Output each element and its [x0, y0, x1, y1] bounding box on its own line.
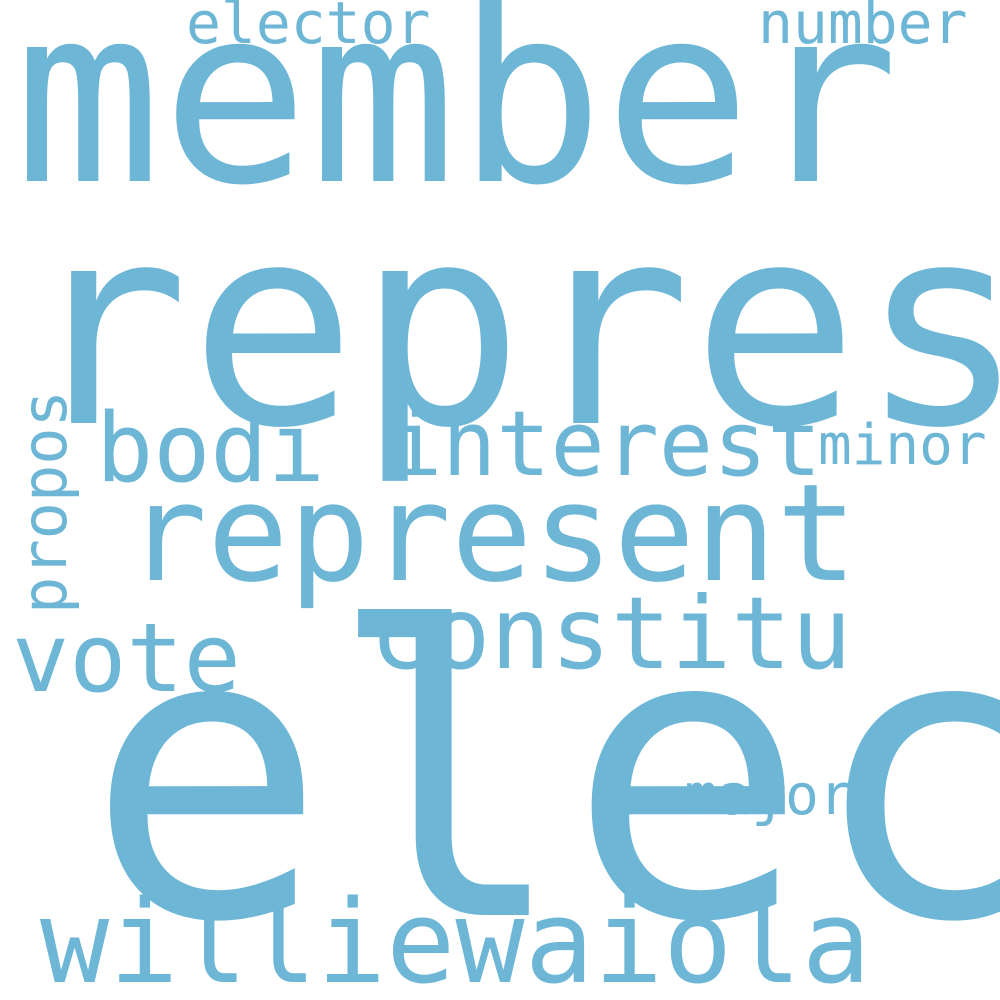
word-member: member: [14, 0, 900, 239]
word-williewaiola: williewaiola: [40, 876, 871, 1000]
word-vote: vote: [12, 604, 241, 714]
word-minor: minor: [818, 413, 987, 478]
word-interest: interest: [388, 392, 822, 497]
word-bodi: bodi: [96, 394, 325, 504]
word-number: number: [758, 0, 968, 57]
word-represent: represent: [126, 455, 858, 612]
word-major: major: [684, 763, 853, 828]
word-propos: propos: [8, 390, 81, 614]
word-constitu: constitu: [370, 575, 852, 692]
word-elect: elect: [86, 545, 1000, 1000]
word-repres: repres: [22, 165, 1000, 489]
word-elector: elector: [186, 0, 431, 57]
